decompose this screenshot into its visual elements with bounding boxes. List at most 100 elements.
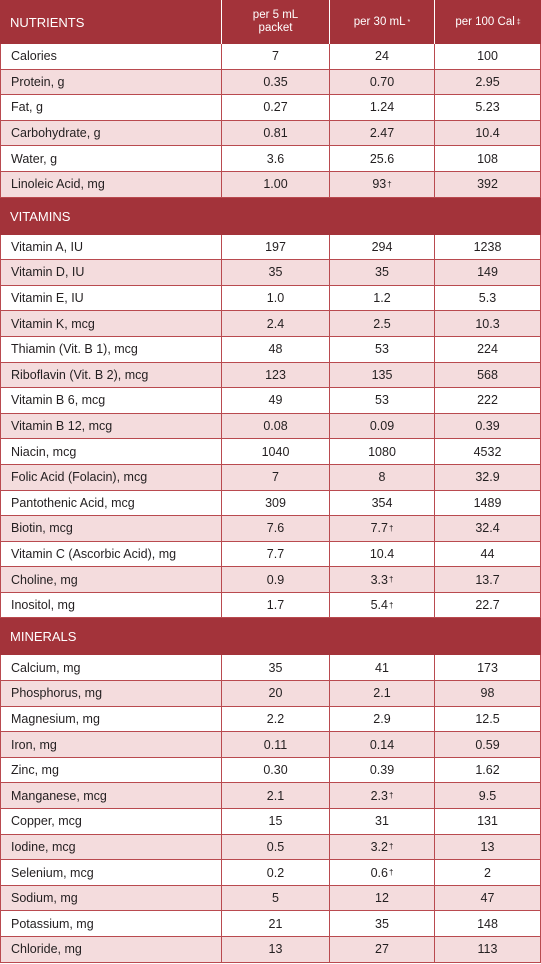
per-30ml-value-text: 294 bbox=[371, 239, 393, 254]
per-30ml-value: 10.4 bbox=[330, 541, 435, 568]
per-100cal-value-text: 13 bbox=[480, 839, 495, 854]
per-30ml-value-text: 1.24 bbox=[369, 100, 395, 115]
per-100cal-value-text: 568 bbox=[477, 367, 498, 382]
per-packet-value-text: 7.6 bbox=[266, 521, 285, 536]
per-100cal-value: 10.3 bbox=[435, 311, 541, 337]
nutrient-name: Vitamin C (Ascorbic Acid), mg bbox=[0, 541, 222, 568]
nutrient-name: Water, g bbox=[0, 146, 222, 172]
per-100cal-value: 4532 bbox=[435, 439, 541, 465]
per-packet-value-text: 7.7 bbox=[266, 546, 285, 561]
per-packet-value: 35 bbox=[222, 260, 330, 286]
table-row: Iodine, mcg 0.5 3.2 † 13 bbox=[0, 834, 541, 861]
table-row: Vitamin C (Ascorbic Acid), mg 7.7 10.4 44 bbox=[0, 541, 541, 568]
per-100cal-value: 10.4 bbox=[435, 120, 541, 147]
section-header-vitamins: VITAMINS bbox=[0, 197, 541, 235]
per-100cal-value: 392 bbox=[435, 171, 541, 198]
per-100cal-value: 173 bbox=[435, 655, 541, 682]
per-100cal-value-text: 108 bbox=[477, 151, 498, 166]
per-100cal-value-text: 0.39 bbox=[475, 419, 500, 434]
nutrient-name-text: Carbohydrate, g bbox=[11, 126, 101, 141]
per-30ml-value-text: 135 bbox=[371, 367, 393, 382]
table-row: Folic Acid (Folacin), mcg 7 8 32.9 bbox=[0, 464, 541, 491]
per-packet-value-text: 0.11 bbox=[263, 737, 288, 752]
per-30ml-value: 8 bbox=[330, 464, 435, 491]
nutrient-name: Protein, g bbox=[0, 69, 222, 96]
per-30ml-value: 2.1 bbox=[330, 681, 435, 707]
per-packet-value: 1.0 bbox=[222, 285, 330, 312]
per-packet-value: 1040 bbox=[222, 439, 330, 465]
nutrient-name-text: Biotin, mcg bbox=[11, 521, 73, 536]
per-packet-value-text: 15 bbox=[268, 814, 283, 829]
nutrient-name-text: Copper, mcg bbox=[11, 814, 82, 829]
per-packet-value: 21 bbox=[222, 911, 330, 937]
per-30ml-value: 5.4 † bbox=[330, 592, 435, 619]
per-100cal-value-text: 32.4 bbox=[475, 521, 500, 536]
nutrient-name: Calcium, mg bbox=[0, 655, 222, 682]
per-packet-value-text: 0.9 bbox=[266, 572, 285, 587]
per-30ml-value-text: 2.9 bbox=[373, 711, 391, 726]
per-30ml-value-text: 1080 bbox=[368, 444, 396, 459]
table-row: Potassium, mg 21 35 148 bbox=[0, 911, 541, 937]
nutrient-name-text: Calcium, mg bbox=[11, 660, 81, 675]
nutrient-name-text: Riboflavin (Vit. B 2), mcg bbox=[11, 367, 149, 382]
nutrient-name: Linoleic Acid, mg bbox=[0, 171, 222, 198]
per-30ml-value: 0.14 bbox=[330, 732, 435, 758]
per-packet-value-text: 0.35 bbox=[263, 74, 288, 89]
nutrient-name: Sodium, mg bbox=[0, 885, 222, 912]
table-row: Chloride, mg 13 27 113 bbox=[0, 937, 541, 963]
per-packet-value: 35 bbox=[222, 655, 330, 682]
section-header-minerals: MINERALS bbox=[0, 618, 541, 656]
per-100cal-value-text: 5.3 bbox=[478, 291, 497, 306]
per-30ml-value: 12 bbox=[330, 885, 435, 912]
nutrient-name-text: Magnesium, mg bbox=[11, 711, 100, 726]
per-100cal-value-text: 149 bbox=[477, 265, 498, 280]
per-packet-value: 7.6 bbox=[222, 516, 330, 542]
nutrient-name: Riboflavin (Vit. B 2), mcg bbox=[0, 362, 222, 389]
per-packet-value-text: 48 bbox=[268, 342, 283, 357]
dagger-mark: † bbox=[388, 791, 394, 801]
table-row: Magnesium, mg 2.2 2.9 12.5 bbox=[0, 706, 541, 733]
per-30ml-value-text: 10.4 bbox=[369, 546, 395, 561]
per-100cal-value: 1489 bbox=[435, 490, 541, 517]
per-100cal-value: 148 bbox=[435, 911, 541, 937]
per-packet-value: 0.30 bbox=[222, 757, 330, 784]
nutrient-name: Copper, mcg bbox=[0, 809, 222, 835]
per-packet-value: 13 bbox=[222, 937, 330, 963]
per-30ml-value: 1.2 bbox=[330, 285, 435, 312]
per-packet-value-text: 5 bbox=[272, 891, 279, 906]
nutrient-name: Magnesium, mg bbox=[0, 706, 222, 733]
nutrient-name-text: Vitamin D, IU bbox=[11, 265, 85, 280]
per-30ml-value-text: 53 bbox=[375, 393, 389, 408]
per-30ml-value-text: 93 bbox=[372, 177, 387, 192]
per-packet-value: 48 bbox=[222, 336, 330, 363]
per-packet-value: 2.1 bbox=[222, 783, 330, 810]
per-30ml-value: 35 bbox=[330, 260, 435, 286]
nutrients-header: NUTRIENTS bbox=[0, 0, 222, 44]
nutrient-name-text: Pantothenic Acid, mcg bbox=[11, 495, 135, 510]
per-30ml-value: 135 bbox=[330, 362, 435, 389]
per-100cal-value-text: 0.59 bbox=[475, 737, 500, 752]
per-packet-value: 0.11 bbox=[222, 732, 330, 758]
per-30ml-value: 3.2 † bbox=[330, 834, 435, 861]
per-packet-value-text: 1.7 bbox=[266, 598, 285, 613]
nutrient-name-text: Niacin, mcg bbox=[11, 444, 77, 459]
per-packet-value: 123 bbox=[222, 362, 330, 389]
nutrient-name: Iron, mg bbox=[0, 732, 222, 758]
dagger-mark: † bbox=[387, 179, 392, 189]
per-30ml-value-text: 0.09 bbox=[369, 419, 395, 434]
per-100cal-mark: ‡ bbox=[516, 18, 521, 26]
per-packet-value: 7 bbox=[222, 464, 330, 491]
per-30ml-value-text: 12 bbox=[375, 891, 389, 906]
dagger-mark: † bbox=[388, 600, 394, 610]
nutrient-name-text: Selenium, mcg bbox=[11, 865, 94, 880]
per-packet-value-text: 13 bbox=[268, 942, 283, 957]
table-row: Pantothenic Acid, mcg 309 354 1489 bbox=[0, 490, 541, 517]
per-packet-value: 49 bbox=[222, 388, 330, 414]
per-100cal-value-text: 1.62 bbox=[475, 763, 500, 778]
table-row: Iron, mg 0.11 0.14 0.59 bbox=[0, 732, 541, 758]
per-30ml-value: 41 bbox=[330, 655, 435, 682]
per-packet-value: 3.6 bbox=[222, 146, 330, 172]
per-30ml-value: 7.7 † bbox=[330, 516, 435, 542]
nutrient-name: Pantothenic Acid, mcg bbox=[0, 490, 222, 517]
per-packet-value: 7 bbox=[222, 44, 330, 70]
